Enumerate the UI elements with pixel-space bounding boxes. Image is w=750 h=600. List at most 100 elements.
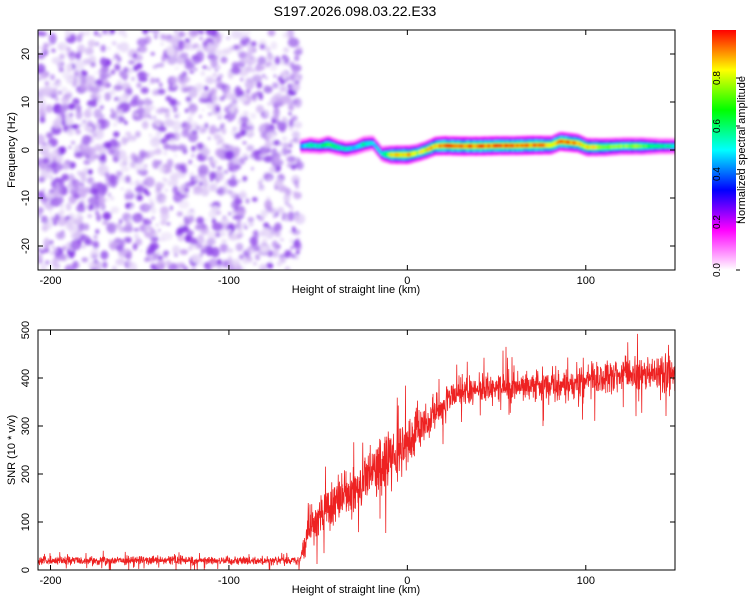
- signal-cell: [300, 144, 303, 148]
- noise-speckle: [125, 188, 133, 195]
- noise-speckle: [70, 239, 82, 251]
- noise-speckle: [207, 258, 219, 268]
- noise-speckle: [79, 233, 86, 240]
- noise-speckle: [73, 79, 77, 83]
- noise-speckle: [155, 223, 159, 227]
- noise-speckle: [75, 98, 80, 105]
- noise-speckle: [55, 155, 64, 162]
- noise-speckle: [58, 195, 64, 204]
- noise-speckle: [199, 37, 204, 40]
- noise-speckle: [104, 81, 109, 89]
- noise-speckle: [218, 74, 224, 78]
- noise-speckle: [38, 176, 46, 183]
- noise-speckle: [100, 250, 109, 260]
- signal-cell: [574, 141, 577, 145]
- signal-cell: [634, 144, 637, 148]
- noise-speckle: [223, 182, 228, 187]
- noise-speckle: [266, 196, 271, 201]
- noise-speckle: [131, 76, 135, 81]
- noise-speckle: [279, 79, 285, 86]
- noise-speckle: [192, 185, 203, 193]
- signal-cell: [568, 140, 571, 145]
- noise-speckle: [240, 77, 244, 82]
- noise-speckle: [205, 30, 218, 36]
- signal-cell: [420, 149, 423, 154]
- noise-speckle: [174, 30, 178, 33]
- noise-speckle: [182, 87, 189, 93]
- noise-speckle: [40, 263, 48, 270]
- signal-cell: [338, 145, 341, 150]
- noise-speckle: [191, 145, 196, 150]
- signal-cell: [500, 143, 503, 148]
- noise-speckle: [243, 222, 247, 226]
- noise-speckle: [204, 122, 209, 129]
- spectrogram-ylabel: Frequency (Hz): [6, 112, 18, 188]
- signal-cell: [658, 144, 661, 148]
- noise-speckle: [230, 263, 242, 270]
- signal-cell: [460, 144, 463, 149]
- noise-speckle: [119, 42, 130, 53]
- noise-speckle: [279, 85, 287, 93]
- noise-speckle: [51, 83, 56, 86]
- signal-cell: [334, 144, 337, 149]
- noise-speckle: [288, 126, 294, 131]
- noise-speckle: [127, 261, 132, 267]
- noise-speckle: [64, 117, 74, 126]
- noise-speckle: [157, 126, 167, 132]
- noise-speckle: [61, 86, 68, 93]
- noise-speckle: [39, 260, 43, 264]
- noise-speckle: [217, 150, 223, 158]
- noise-speckle: [57, 42, 68, 51]
- snr-xtick-label: 100: [577, 575, 595, 587]
- noise-speckle: [97, 123, 101, 126]
- noise-speckle: [216, 178, 219, 182]
- signal-cell: [580, 142, 583, 147]
- noise-speckle: [148, 197, 153, 202]
- noise-speckle: [258, 92, 264, 101]
- snr-frame: [37, 329, 676, 571]
- noise-speckle: [112, 57, 115, 61]
- noise-speckle: [114, 64, 121, 71]
- noise-speckle: [66, 215, 70, 220]
- signal-cell: [628, 144, 631, 148]
- noise-speckle: [282, 142, 290, 149]
- noise-speckle: [61, 253, 67, 262]
- noise-speckle: [55, 163, 64, 171]
- signal-cell: [668, 144, 671, 148]
- signal-cell: [622, 144, 625, 148]
- noise-speckle: [197, 164, 209, 177]
- noise-speckle: [125, 131, 132, 137]
- noise-speckle: [93, 234, 98, 240]
- spectrogram-xtick-label: -200: [39, 275, 61, 287]
- noise-speckle: [120, 72, 129, 79]
- noise-speckle: [227, 228, 232, 234]
- noise-speckle: [274, 232, 281, 238]
- noise-speckle: [55, 231, 66, 240]
- noise-speckle: [244, 81, 254, 88]
- noise-speckle: [87, 169, 93, 175]
- noise-speckle: [52, 220, 58, 226]
- signal-cell: [430, 145, 433, 150]
- signal-cell: [326, 142, 329, 147]
- noise-speckle: [160, 220, 167, 226]
- noise-speckle: [80, 82, 91, 91]
- noise-speckle: [98, 34, 102, 37]
- noise-speckle: [163, 150, 167, 156]
- noise-speckle: [266, 206, 273, 213]
- signal-cell: [452, 143, 455, 148]
- noise-speckle: [109, 195, 115, 201]
- noise-speckle: [95, 261, 103, 270]
- signal-cell: [614, 144, 617, 149]
- noise-speckle: [175, 230, 181, 237]
- signal-cell: [652, 144, 655, 148]
- noise-speckle: [182, 80, 187, 84]
- noise-speckle: [220, 32, 224, 38]
- noise-speckle: [247, 216, 255, 223]
- signal-cell: [418, 150, 421, 155]
- noise-speckle: [273, 222, 282, 233]
- noise-speckle: [234, 205, 239, 212]
- noise-speckle: [262, 74, 266, 78]
- snr-ytick-label: 300: [20, 417, 32, 435]
- noise-speckle: [178, 200, 190, 209]
- noise-speckle: [78, 201, 85, 208]
